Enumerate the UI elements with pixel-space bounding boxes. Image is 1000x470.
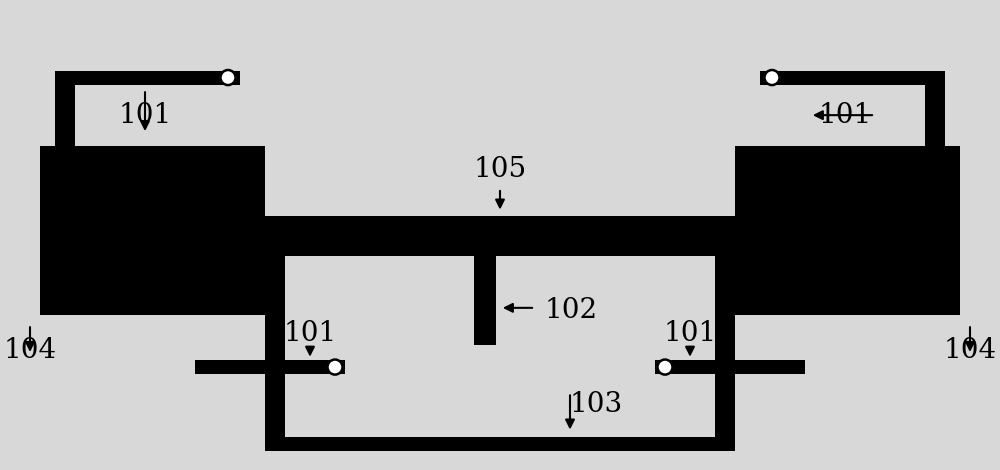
Bar xyxy=(40,146,265,315)
Text: 101: 101 xyxy=(818,102,872,129)
Bar xyxy=(925,70,945,146)
Text: 102: 102 xyxy=(545,297,598,324)
Ellipse shape xyxy=(764,70,780,85)
Ellipse shape xyxy=(327,360,343,375)
Bar xyxy=(55,70,240,85)
Text: 103: 103 xyxy=(570,391,623,418)
Text: 101: 101 xyxy=(118,102,172,129)
Bar xyxy=(195,360,345,374)
Text: 105: 105 xyxy=(473,156,527,183)
Bar xyxy=(265,256,285,451)
Text: 104: 104 xyxy=(943,337,997,364)
Bar xyxy=(474,254,496,345)
Text: 101: 101 xyxy=(663,320,717,347)
Bar xyxy=(715,256,735,451)
Ellipse shape xyxy=(220,70,236,85)
Bar xyxy=(55,70,75,146)
Ellipse shape xyxy=(657,360,673,375)
Bar xyxy=(760,70,945,85)
Bar xyxy=(265,313,285,374)
Bar xyxy=(265,437,735,451)
Bar xyxy=(715,313,735,374)
Text: 104: 104 xyxy=(3,337,57,364)
Text: 101: 101 xyxy=(283,320,337,347)
Bar xyxy=(655,360,805,374)
Bar xyxy=(265,216,735,256)
Bar xyxy=(735,146,960,315)
